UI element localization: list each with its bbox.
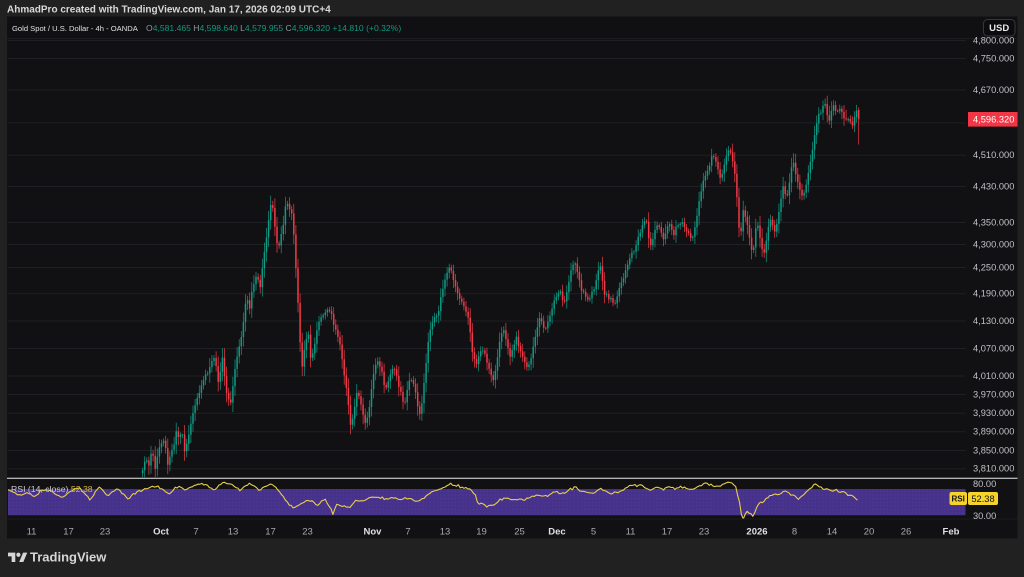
svg-text:3,970.000: 3,970.000 — [973, 389, 1014, 399]
svg-text:4,300.000: 4,300.000 — [973, 239, 1014, 249]
svg-text:13: 13 — [440, 526, 451, 537]
svg-text:17: 17 — [662, 526, 673, 537]
svg-text:3,810.000: 3,810.000 — [973, 464, 1014, 474]
svg-text:17: 17 — [63, 526, 74, 537]
svg-text:13: 13 — [228, 526, 239, 537]
svg-text:5: 5 — [591, 526, 596, 537]
svg-text:19: 19 — [476, 526, 487, 537]
svg-text:4,250.000: 4,250.000 — [973, 262, 1014, 272]
svg-text:23: 23 — [100, 526, 111, 537]
svg-text:4,670.000: 4,670.000 — [973, 85, 1014, 95]
svg-text:Gold Spot / U.S. Dollar - 4h -: Gold Spot / U.S. Dollar - 4h - OANDA — [12, 24, 139, 33]
svg-text:7: 7 — [193, 526, 198, 537]
svg-text:80.00: 80.00 — [973, 479, 996, 489]
svg-text:3,850.000: 3,850.000 — [973, 445, 1014, 455]
svg-text:4,010.000: 4,010.000 — [973, 371, 1014, 381]
svg-text:7: 7 — [405, 526, 410, 537]
svg-text:11: 11 — [626, 526, 636, 537]
svg-text:4,800.000: 4,800.000 — [973, 35, 1014, 45]
svg-text:26: 26 — [901, 526, 912, 537]
svg-text:4,750.000: 4,750.000 — [973, 53, 1014, 63]
svg-text:4,596.320: 4,596.320 — [973, 115, 1014, 125]
svg-text:4,070.000: 4,070.000 — [973, 343, 1014, 353]
svg-text:4,430.000: 4,430.000 — [973, 181, 1014, 191]
svg-text:3,930.000: 3,930.000 — [973, 408, 1014, 418]
svg-text:8: 8 — [792, 526, 797, 537]
svg-text:RSI (14, close) 52.38: RSI (14, close) 52.38 — [11, 484, 93, 494]
svg-text:Dec: Dec — [548, 526, 565, 537]
svg-text:4,130.000: 4,130.000 — [973, 316, 1014, 326]
svg-text:52.38: 52.38 — [971, 494, 994, 504]
svg-text:AhmadPro created with TradingV: AhmadPro created with TradingView.com, J… — [7, 5, 331, 16]
svg-text:23: 23 — [699, 526, 710, 537]
svg-text:11: 11 — [27, 526, 37, 537]
svg-text:RSI: RSI — [952, 495, 965, 504]
svg-text:25: 25 — [514, 526, 525, 537]
svg-text:4,190.000: 4,190.000 — [973, 289, 1014, 299]
svg-text:23: 23 — [302, 526, 313, 537]
svg-text:17: 17 — [265, 526, 276, 537]
svg-text:4,510.000: 4,510.000 — [973, 150, 1014, 160]
svg-text:Feb: Feb — [943, 526, 960, 537]
svg-text:20: 20 — [864, 526, 875, 537]
svg-text:30.00: 30.00 — [973, 511, 996, 521]
svg-text:3,890.000: 3,890.000 — [973, 427, 1014, 437]
svg-text:2026: 2026 — [746, 526, 767, 537]
svg-text:TradingView: TradingView — [30, 550, 107, 565]
svg-text:14: 14 — [827, 526, 838, 537]
svg-text:Nov: Nov — [364, 526, 383, 537]
svg-text:Oct: Oct — [153, 526, 170, 537]
svg-text:USD: USD — [989, 23, 1009, 34]
svg-text:O4,581.465 H4,598.640 L4,579.9: O4,581.465 H4,598.640 L4,579.955 C4,596.… — [146, 23, 401, 33]
svg-text:4,350.000: 4,350.000 — [973, 217, 1014, 227]
